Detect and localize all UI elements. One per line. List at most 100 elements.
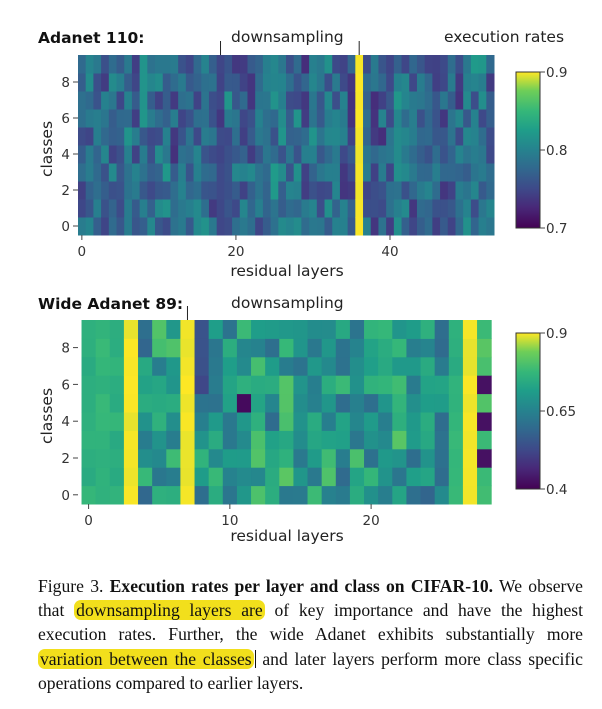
heatmap-cell bbox=[236, 448, 252, 468]
heatmap-cell bbox=[293, 73, 302, 92]
highlight-class-variation[interactable]: variation between the classes bbox=[38, 648, 254, 669]
heatmap-cell bbox=[247, 73, 256, 92]
heatmap-cell bbox=[279, 430, 294, 450]
heatmap-cell bbox=[486, 127, 495, 146]
heatmap-cell bbox=[335, 375, 351, 395]
heatmap-cell bbox=[147, 109, 156, 128]
heatmap-cell bbox=[349, 467, 365, 487]
heatmap-cell bbox=[109, 356, 125, 376]
heatmap-cell bbox=[486, 163, 495, 182]
heatmap-cell bbox=[201, 199, 210, 218]
heatmap-cell bbox=[301, 181, 310, 200]
heatmap-cell bbox=[239, 199, 248, 218]
heatmap-cell bbox=[251, 320, 266, 339]
heatmap-cell bbox=[166, 338, 181, 358]
heatmap-cell bbox=[81, 430, 97, 450]
heatmap-cell bbox=[124, 109, 133, 128]
heatmap-cell bbox=[116, 199, 125, 218]
heatmap-cell bbox=[440, 127, 449, 146]
heatmap-cell bbox=[477, 485, 492, 505]
heatmap-cell bbox=[301, 91, 310, 110]
heatmap-cell bbox=[255, 91, 264, 110]
heatmap-cell bbox=[147, 217, 156, 236]
heatmap-cell bbox=[370, 127, 379, 146]
heatmap-cell bbox=[447, 163, 456, 182]
heatmap-cell bbox=[355, 109, 364, 128]
heatmap-cell bbox=[293, 430, 309, 450]
heatmap-cell bbox=[339, 217, 349, 236]
heatmap-cell bbox=[349, 338, 365, 358]
heatmap-cell bbox=[222, 393, 238, 413]
heatmap-cell bbox=[364, 375, 379, 395]
heatmap-cell bbox=[378, 73, 387, 92]
panel-title: Adanet 110: bbox=[38, 29, 144, 47]
heatmap-cell bbox=[409, 73, 418, 92]
heatmap-cell bbox=[455, 109, 464, 128]
heatmap-cell bbox=[131, 181, 141, 200]
heatmap-cell bbox=[208, 412, 224, 431]
heatmap-cell bbox=[108, 199, 118, 218]
heatmap-cell bbox=[434, 412, 450, 431]
heatmap-cell bbox=[216, 145, 225, 164]
heatmap-cell bbox=[124, 73, 133, 92]
heatmap-cell bbox=[131, 109, 141, 128]
heatmap-cell bbox=[93, 181, 102, 200]
heatmap-cell bbox=[185, 181, 195, 200]
heatmap-cell bbox=[193, 91, 202, 110]
heatmap-cell bbox=[109, 430, 125, 450]
heatmap-cell bbox=[265, 356, 280, 376]
heatmap-cell bbox=[139, 181, 148, 200]
heatmap-cell bbox=[434, 356, 450, 376]
heatmap-cell bbox=[101, 199, 110, 218]
heatmap-cell bbox=[409, 163, 418, 182]
heatmap-cell bbox=[392, 412, 407, 431]
heatmap-cell bbox=[364, 448, 379, 468]
heatmap-cell bbox=[432, 127, 441, 146]
heatmap-cell bbox=[185, 217, 195, 236]
heatmap-cell bbox=[193, 199, 202, 218]
heatmap-cell bbox=[416, 199, 426, 218]
heatmap-cell bbox=[364, 393, 379, 413]
heatmap-cell bbox=[448, 375, 464, 395]
colorbar-annotation: execution rates bbox=[444, 28, 564, 46]
heatmap-cell bbox=[194, 448, 210, 468]
heatmap-cell bbox=[363, 55, 372, 74]
heatmap-cell bbox=[420, 393, 436, 413]
heatmap-cell bbox=[424, 55, 433, 74]
heatmap-cell bbox=[262, 217, 272, 236]
heatmap-cell bbox=[286, 181, 295, 200]
heatmap-cell bbox=[93, 55, 102, 74]
heatmap-cell bbox=[416, 163, 426, 182]
heatmap-cell bbox=[478, 181, 487, 200]
heatmap-cell bbox=[364, 338, 379, 358]
heatmap-cell bbox=[216, 55, 225, 74]
heatmap-cell bbox=[393, 199, 403, 218]
heatmap-cell bbox=[180, 375, 196, 395]
heatmap-cell bbox=[321, 485, 337, 505]
heatmap-cell bbox=[95, 485, 111, 505]
heatmap-cell bbox=[447, 181, 456, 200]
heatmap-cell bbox=[208, 145, 218, 164]
x-tick-label: 20 bbox=[227, 244, 244, 260]
heatmap-cell bbox=[78, 181, 87, 200]
heatmap-cell bbox=[347, 127, 356, 146]
heatmap-cell bbox=[462, 375, 478, 395]
heatmap-cell bbox=[247, 91, 256, 110]
heatmap-cell bbox=[279, 485, 294, 505]
heatmap-cell bbox=[393, 163, 403, 182]
heatmap-cell bbox=[324, 109, 333, 128]
heatmap-cell bbox=[332, 73, 341, 92]
heatmap-cell bbox=[178, 199, 187, 218]
heatmap-cell bbox=[409, 217, 418, 236]
heatmap-cell bbox=[386, 199, 395, 218]
highlight-downsampling[interactable]: downsampling layers are bbox=[74, 600, 265, 621]
colorbar: 0.7 0.8 0.9 bbox=[515, 65, 567, 237]
heatmap-cell bbox=[85, 145, 94, 164]
heatmap-cell bbox=[420, 356, 436, 376]
heatmap-cell bbox=[455, 163, 464, 182]
heatmap-cell bbox=[251, 356, 266, 376]
heatmap-cell bbox=[447, 91, 456, 110]
heatmap-cell bbox=[447, 127, 456, 146]
heatmap-cell bbox=[166, 356, 181, 376]
heatmap-cell bbox=[349, 412, 365, 431]
